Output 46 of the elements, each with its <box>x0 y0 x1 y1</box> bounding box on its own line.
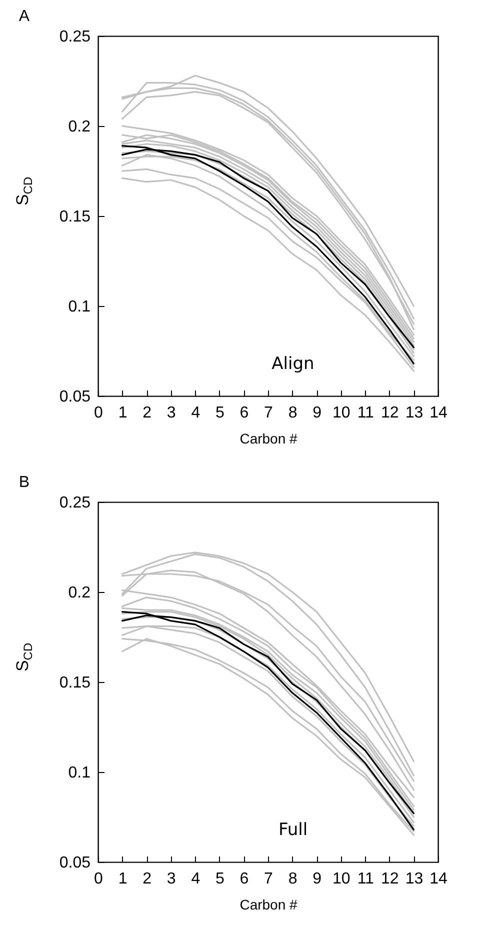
annotation: Full <box>278 820 308 840</box>
x-tick-label: 4 <box>191 404 200 422</box>
x-tick-label: 12 <box>381 870 399 888</box>
y-tick-label: 0.25 <box>59 28 91 46</box>
x-tick-label: 12 <box>381 404 399 422</box>
x-tick-label: 9 <box>312 404 322 422</box>
x-tick-label: 9 <box>312 870 322 888</box>
annotation: Align <box>272 354 314 374</box>
x-tick-label: 10 <box>332 404 350 422</box>
x-tick-label: 6 <box>240 404 249 422</box>
x-tick-label: 7 <box>264 870 274 888</box>
x-tick-label: 11 <box>357 404 374 422</box>
x-tick-label: 11 <box>357 870 374 888</box>
y-tick-label: 0.2 <box>68 584 91 602</box>
x-tick-label: 14 <box>430 870 448 888</box>
x-tick-label: 3 <box>166 870 176 888</box>
x-tick-label: 2 <box>142 870 152 888</box>
x-tick-label: 13 <box>405 870 424 888</box>
x-tick-label: 7 <box>264 404 274 422</box>
x-tick-label: 0 <box>94 404 104 422</box>
y-tick-label: 0.05 <box>59 388 91 406</box>
x-tick-label: 2 <box>142 404 152 422</box>
x-tick-label: 0 <box>94 870 104 888</box>
x-tick-label: 1 <box>118 870 128 888</box>
x-axis-title: Carbon # <box>240 896 298 912</box>
x-tick-label: 8 <box>288 404 298 422</box>
y-tick-label: 0.15 <box>59 208 91 226</box>
x-tick-label: 4 <box>191 870 200 888</box>
x-axis-title: Carbon # <box>240 430 298 446</box>
x-tick-label: 1 <box>118 404 128 422</box>
x-tick-label: 3 <box>166 404 176 422</box>
x-tick-label: 8 <box>288 870 298 888</box>
chart-title: A <box>18 8 30 25</box>
x-tick-label: 5 <box>215 870 224 888</box>
y-tick-label: 0.25 <box>59 494 91 512</box>
x-tick-label: 10 <box>332 870 350 888</box>
chart-title: B <box>18 474 30 491</box>
y-tick-label: 0.05 <box>59 854 91 872</box>
x-tick-label: 14 <box>430 404 448 422</box>
x-tick-label: 6 <box>240 870 249 888</box>
y-tick-label: 0.1 <box>68 764 91 782</box>
y-tick-label: 0.2 <box>68 118 91 136</box>
y-tick-label: 0.1 <box>68 298 91 316</box>
x-tick-label: 5 <box>215 404 224 422</box>
x-tick-label: 13 <box>405 404 424 422</box>
y-tick-label: 0.15 <box>59 674 91 692</box>
